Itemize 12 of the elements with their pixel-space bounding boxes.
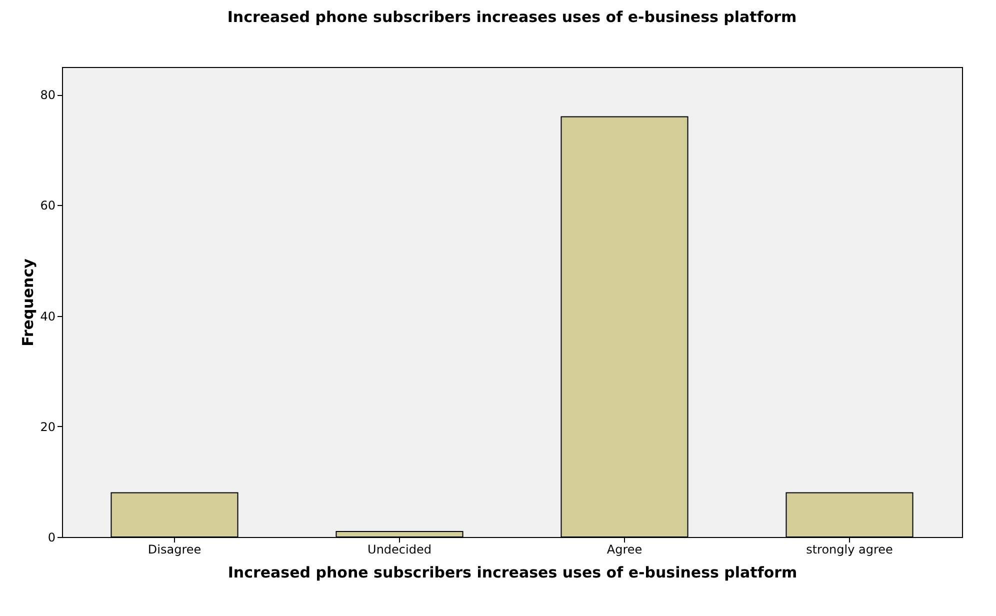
y-tick-label: 60 [40, 198, 56, 213]
chart-title: Increased phone subscribers increases uses of e-business platform [227, 8, 797, 26]
x-axis-title: Increased phone subscribers increases uses of e-business platform [228, 564, 798, 582]
y-axis-title: Frequency [19, 258, 38, 346]
x-tick-label: Undecided [368, 542, 432, 556]
x-tick-label: Agree [606, 542, 642, 556]
x-tick-label: strongly agree [806, 542, 893, 556]
y-tick-label: 40 [40, 309, 56, 324]
x-tick-label: Disagree [148, 542, 202, 556]
y-tick-label: 80 [40, 88, 56, 102]
y-tick-label: 0 [48, 530, 56, 544]
y-tick-label: 20 [40, 420, 56, 434]
